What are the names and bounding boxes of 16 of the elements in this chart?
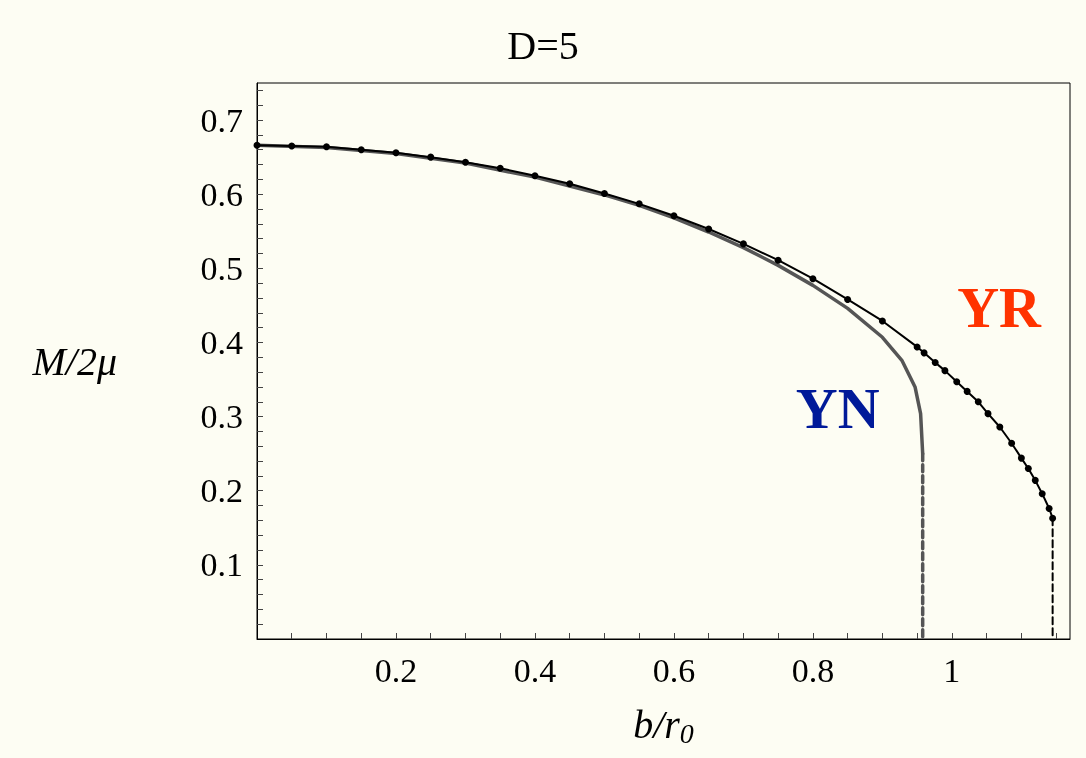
x-tick-label: 0.2: [374, 651, 418, 689]
y-tick-label: 0.1: [200, 546, 243, 584]
y-tick-label: 0.4: [200, 323, 243, 361]
x-tick-label: 0.8: [791, 651, 835, 689]
y-tick-label: 0.7: [200, 101, 243, 139]
x-tick-label: 1: [943, 651, 961, 689]
y-tick-label: 0.2: [200, 472, 243, 510]
series-label: YN: [795, 376, 880, 442]
y-axis-title: M/2μ: [31, 338, 117, 384]
x-tick-label: 0.6: [652, 651, 696, 689]
series-label: YR: [957, 275, 1043, 341]
y-tick-label: 0.3: [200, 398, 243, 436]
y-tick-label: 0.5: [200, 249, 243, 287]
chart-title: D=5: [507, 22, 579, 68]
x-tick-label: 0.4: [513, 651, 557, 689]
y-tick-label: 0.6: [200, 175, 243, 213]
